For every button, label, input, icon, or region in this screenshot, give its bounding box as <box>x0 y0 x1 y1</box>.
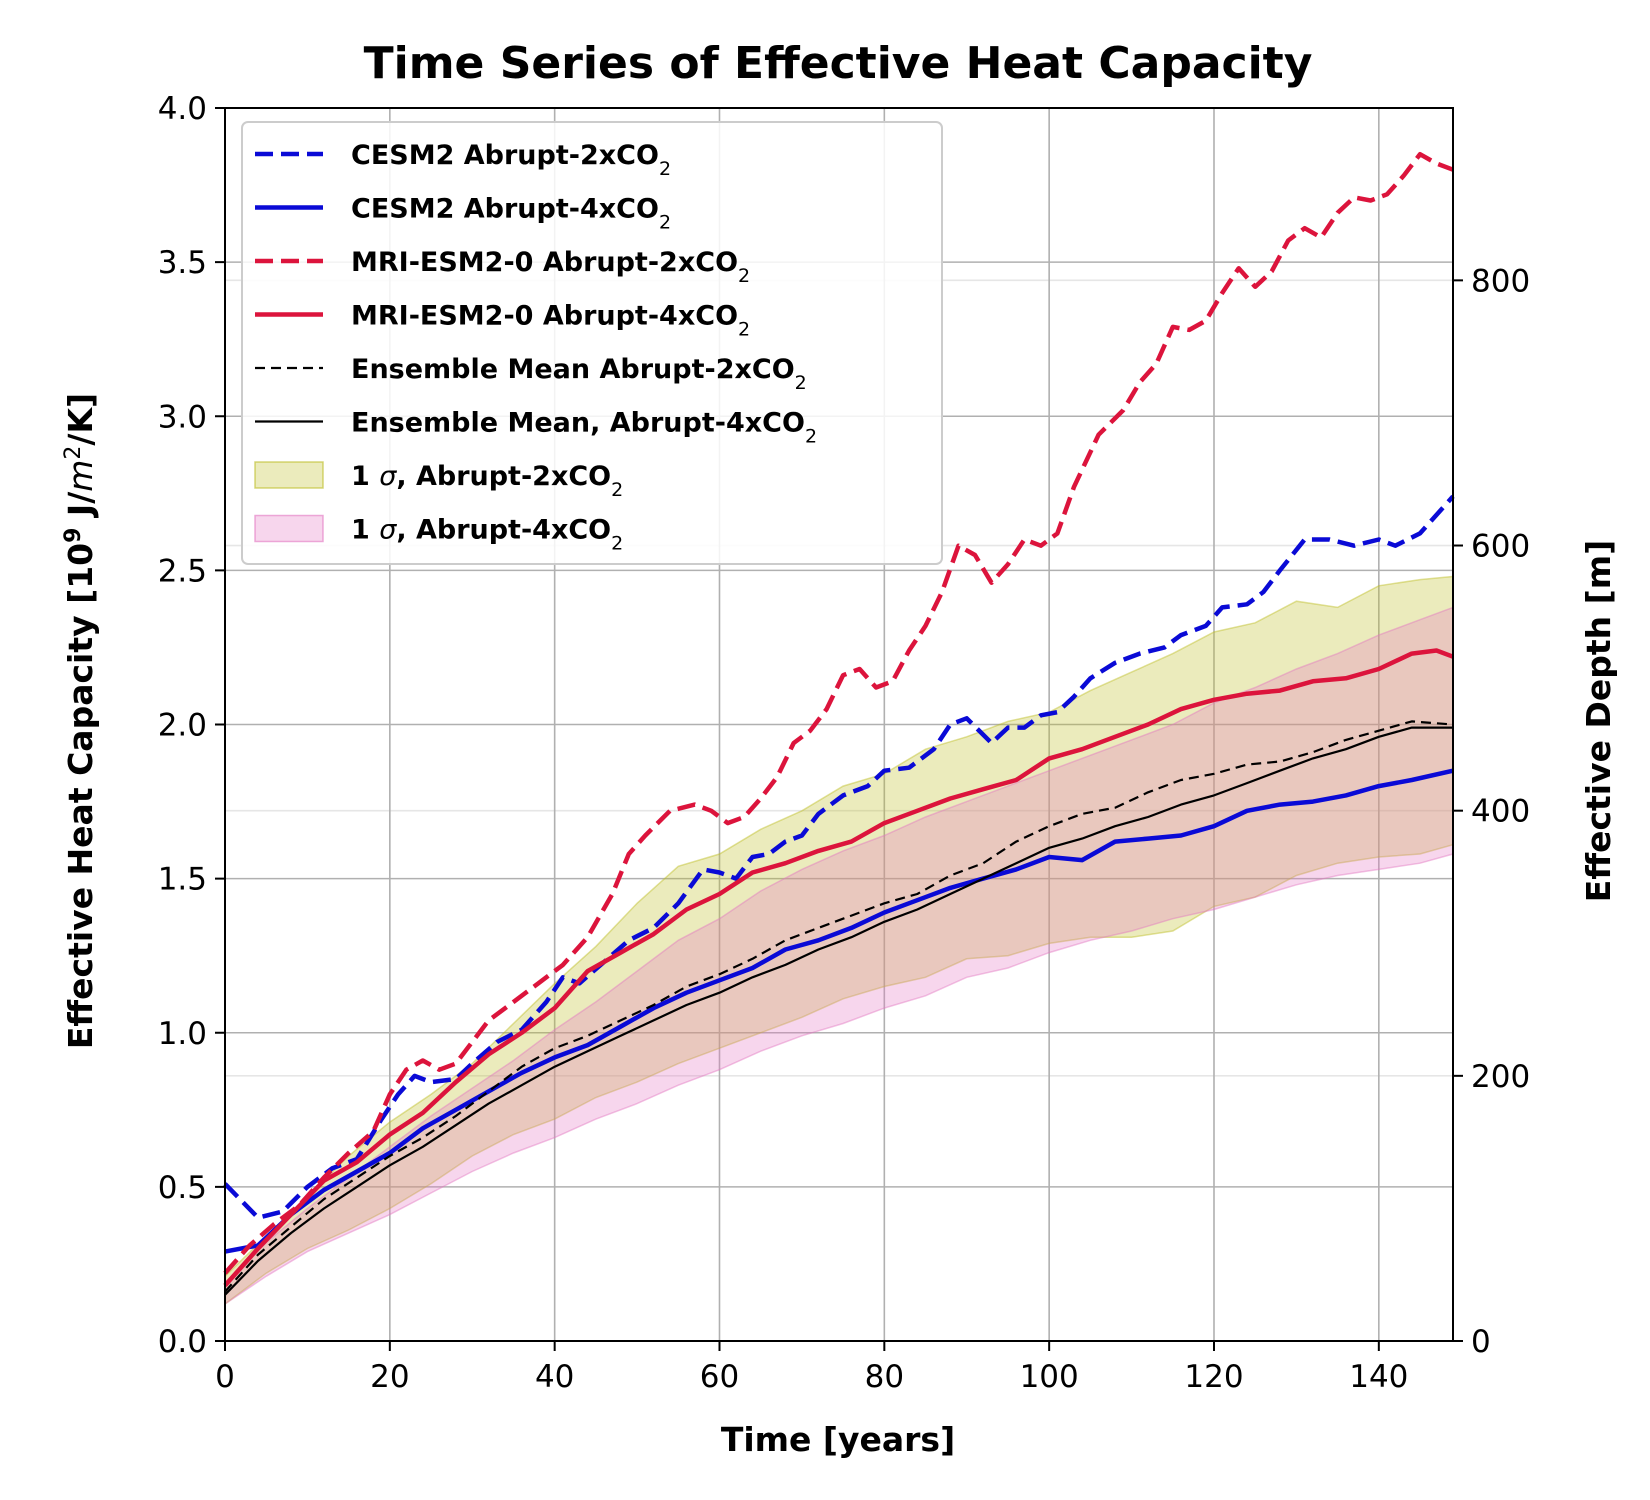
y-axis-label-mid: J/ <box>61 491 100 528</box>
legend-label-subscript: 2 <box>659 158 671 180</box>
x-tick-label-6: 120 <box>1184 1359 1243 1395</box>
y2-tick-label-3: 600 <box>1471 529 1530 565</box>
legend-item-sigma_2x: 1 σ, Abrupt-2xCO2 <box>254 461 623 501</box>
legend-label-main: , Abrupt-2xCO <box>396 461 611 492</box>
y-tick-label-7: 3.5 <box>158 245 207 281</box>
legend-label-subscript: 2 <box>738 319 750 341</box>
legend-label-cesm2_4x: CESM2 Abrupt-4xCO2 <box>351 194 671 234</box>
legend-item-ens_2x: Ensemble Mean Abrupt-2xCO2 <box>255 354 807 394</box>
legend-label-main: , Abrupt-4xCO <box>396 515 611 546</box>
legend-label-subscript: 2 <box>611 479 623 501</box>
legend-label-main: Ensemble Mean Abrupt-2xCO <box>351 354 795 385</box>
y-tick-label-5: 2.5 <box>158 553 207 589</box>
y2-tick-label-1: 200 <box>1471 1059 1530 1095</box>
legend-item-mri_4x: MRI-ESM2-0 Abrupt-4xCO2 <box>255 301 750 341</box>
y2-tick-label-4: 800 <box>1471 263 1530 299</box>
legend-item-ens_4x: Ensemble Mean, Abrupt-4xCO2 <box>255 408 817 448</box>
y-axis-label-prefix: Effective Heat Capacity [10 <box>61 543 100 1049</box>
series-line-mri_4x <box>223 648 1454 1287</box>
series-line-cesm2_2x <box>223 494 1455 1220</box>
x-tick-label-1: 20 <box>370 1359 409 1395</box>
legend-label-sigma: σ <box>379 515 397 546</box>
x-tick-label-3: 60 <box>700 1359 739 1395</box>
legend-label-mri_2x: MRI-ESM2-0 Abrupt-2xCO2 <box>351 247 750 287</box>
legend-label-subscript: 2 <box>611 533 623 555</box>
legend-label-mri_4x: MRI-ESM2-0 Abrupt-4xCO2 <box>351 301 750 341</box>
legend-label-main: CESM2 Abrupt-4xCO <box>351 194 659 225</box>
legend-item-cesm2_2x: CESM2 Abrupt-2xCO2 <box>255 140 671 180</box>
legend-swatch-sigma_2x <box>254 461 324 489</box>
x-tick-label-5: 100 <box>1020 1359 1079 1395</box>
x-axis-label: Time [years] <box>721 1420 955 1459</box>
y-tick-label-4: 2.0 <box>158 708 207 744</box>
x-axis-ticks: 0 20 40 60 80 100 120 140 <box>215 1341 1408 1395</box>
x-tick-label-4: 80 <box>865 1359 904 1395</box>
legend-label-main: MRI-ESM2-0 Abrupt-4xCO <box>351 301 738 332</box>
legend-label-pre: 1 <box>351 461 379 492</box>
legend-label-subscript: 2 <box>738 265 750 287</box>
y-tick-label-6: 3.0 <box>158 399 207 435</box>
y2-tick-label-0: 0 <box>1471 1324 1491 1360</box>
chart-title: Time Series of Effective Heat Capacity <box>364 38 1313 89</box>
y-tick-label-8: 4.0 <box>158 91 207 127</box>
y-tick-label-0: 0.0 <box>158 1324 207 1360</box>
y-tick-label-2: 1.0 <box>158 1016 207 1052</box>
series-line-mri_2x <box>223 151 1454 1275</box>
x-tick-label-2: 40 <box>535 1359 574 1395</box>
y-axis-ticks: 0.0 0.5 1.0 1.5 2.0 2.5 3.0 3.5 4.0 <box>158 91 225 1360</box>
y-axis-label-exponent: 9 <box>61 528 86 543</box>
legend-label-sigma_2x: 1 σ, Abrupt-2xCO2 <box>351 461 623 501</box>
legend-swatch-sigma_4x <box>254 514 324 543</box>
y-tick-label-3: 1.5 <box>158 862 207 898</box>
series-line-ens_4x <box>224 726 1453 1296</box>
legend-label-ens_2x: Ensemble Mean Abrupt-2xCO2 <box>351 354 807 394</box>
legend-label-cesm2_2x: CESM2 Abrupt-2xCO2 <box>351 140 671 180</box>
legend-label-main: Ensemble Mean, Abrupt-4xCO <box>351 408 805 439</box>
legend-label-ens_4x: Ensemble Mean, Abrupt-4xCO2 <box>351 408 817 448</box>
y2-axis-ticks: 0 200 400 600 800 <box>1453 263 1530 1360</box>
legend-box <box>241 121 943 565</box>
legend-label-subscript: 2 <box>805 426 817 448</box>
legend-label-subscript: 2 <box>795 372 807 394</box>
legend-label-sigma_4x: 1 σ, Abrupt-4xCO2 <box>351 515 623 555</box>
series-lines <box>223 151 1455 1296</box>
legend-label-main: CESM2 Abrupt-2xCO <box>351 140 659 171</box>
legend-item-cesm2_4x: CESM2 Abrupt-4xCO2 <box>255 194 671 234</box>
y-axis-label-exponent-2: 2 <box>61 446 86 460</box>
y-axis-label-m: m <box>61 460 100 492</box>
legend-label-sigma: σ <box>379 461 397 492</box>
y-axis-label: Effective Heat Capacity [109 J/m2/K] <box>61 393 101 1049</box>
x-tick-label-0: 0 <box>215 1359 235 1395</box>
y-tick-label-1: 0.5 <box>158 1170 207 1206</box>
y-axis-label-suffix: /K] <box>61 393 100 446</box>
legend-label-pre: 1 <box>351 515 379 546</box>
y2-tick-label-2: 400 <box>1471 794 1530 830</box>
series-line-ens_2x <box>224 720 1454 1293</box>
legend-item-mri_2x: MRI-ESM2-0 Abrupt-2xCO2 <box>255 247 750 287</box>
legend-label-main: MRI-ESM2-0 Abrupt-2xCO <box>351 247 738 278</box>
x-tick-label-7: 140 <box>1349 1359 1408 1395</box>
series-line-cesm2_4x <box>224 768 1454 1254</box>
legend-label-subscript: 2 <box>659 212 671 234</box>
legend-item-sigma_4x: 1 σ, Abrupt-4xCO2 <box>254 514 623 555</box>
y2-axis-label: Effective Depth [m] <box>1579 540 1618 902</box>
